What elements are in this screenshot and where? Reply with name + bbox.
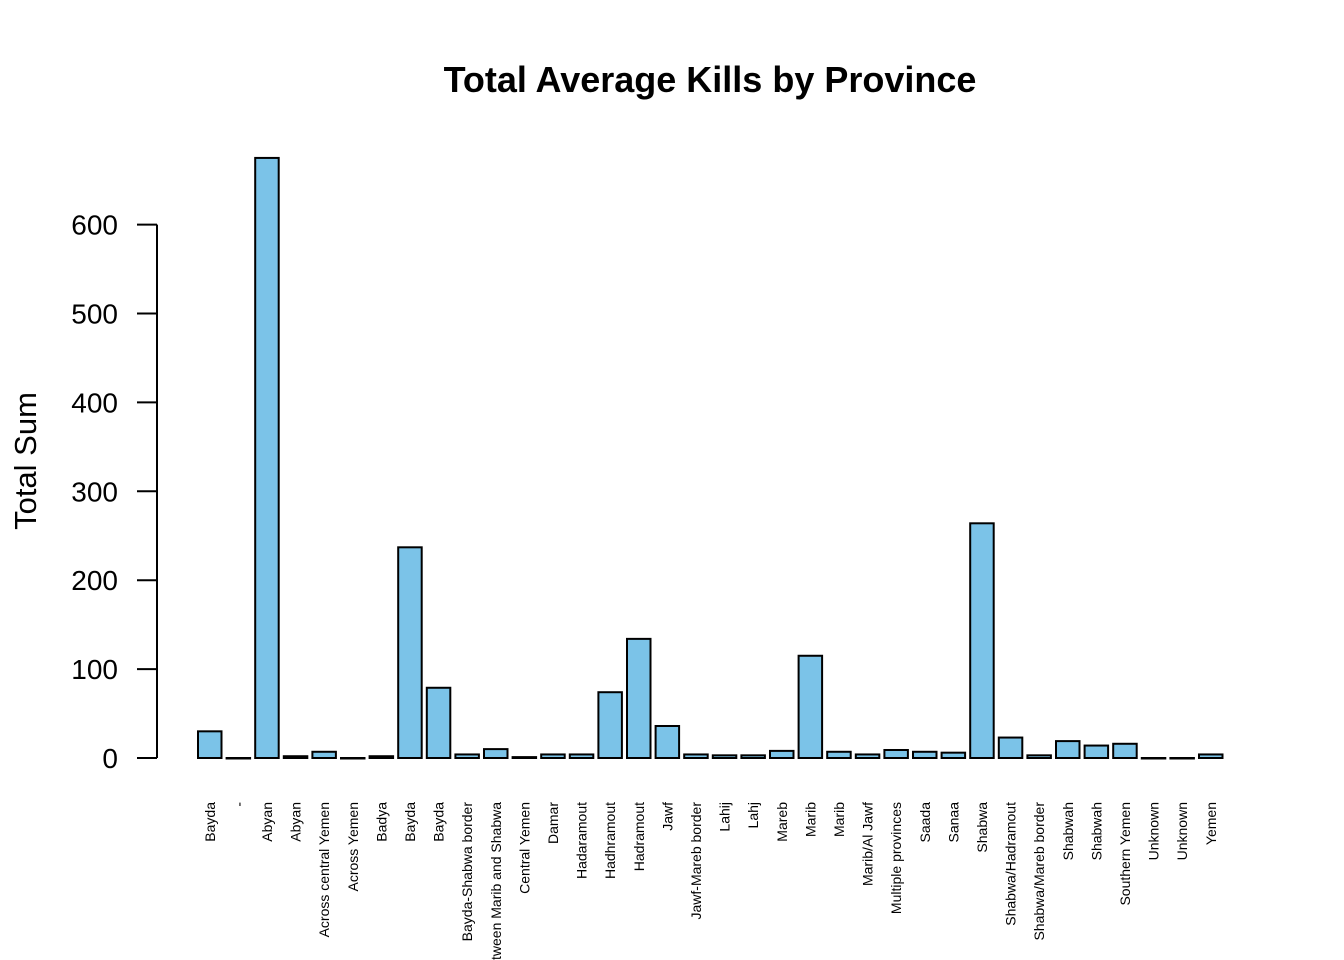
x-tick-label: Unknown [1174,802,1190,860]
bar [1198,753,1224,759]
bar [626,637,652,760]
x-tick-label: Unknown [1146,802,1162,860]
y-tick-label: 300 [71,476,118,507]
x-tick-label: Bayda-Shabwa border [459,802,475,942]
bar [340,757,366,760]
bar [654,724,681,759]
x-tick-label: Jawf [659,802,675,831]
x-tick-label: Hadhramout [602,802,618,879]
bars [197,156,1224,760]
bar [282,755,309,759]
y-tick-label: 600 [71,210,118,241]
y-tick-label: 400 [71,387,118,418]
bar [597,691,623,759]
x-tick-label: Mareb [774,802,790,842]
y-tick-label: 100 [71,654,118,685]
x-tick-label: Between Marib and Shabwa [488,802,504,960]
y-axis-label: Total Sum [8,392,43,530]
bar [197,730,223,760]
x-tick-label: Marib [802,802,818,837]
bar [711,754,738,760]
bar [540,753,566,759]
bar [425,686,452,759]
x-tick-label: Badya [373,802,389,842]
bar [1140,757,1167,760]
bar [368,755,395,759]
bar [940,751,967,760]
bar [511,756,538,760]
bar [397,546,423,759]
bar [311,750,337,759]
x-tick-label: Shabwa/Hadramout [1003,802,1019,926]
x-tick-label: Marib/Al Jawf [860,802,876,886]
bar [769,749,795,760]
bar [1112,742,1138,760]
bar [225,757,252,760]
x-tick-label: Central Yemen [516,802,532,894]
bar [969,522,995,760]
x-tick-label: Bayda [431,802,447,842]
x-tick-label: Jawf-Mareb border [688,802,704,920]
x-tick-label: Hadaramout [574,802,590,879]
y-tick-label: 0 [102,743,118,774]
bar [912,750,938,759]
bar [568,753,595,759]
chart-title: Total Average Kills by Province [444,59,977,100]
x-tick-labels: Bayda - Abyan Abyan Across central Yemen Acr… [202,802,1219,960]
bar [826,750,852,759]
x-tick-label: Damar [545,802,561,844]
x-tick-label: Lahj [745,802,761,828]
x-tick-label: Bayda [202,802,218,842]
bar [797,654,824,760]
bar [1169,757,1195,760]
bar [883,748,909,760]
y-axis: 0 100 200 300 400 500 600 [71,210,158,774]
x-tick-label: Lahij [717,802,733,832]
bar [1083,744,1110,760]
x-tick-label: Abyan [259,802,275,842]
x-tick-label: Shabwa [974,802,990,853]
x-tick-label: Shabwah [1088,802,1104,860]
bar [854,753,881,759]
y-tick-label: 200 [71,565,118,596]
bar [1026,754,1052,760]
y-tick-label: 500 [71,299,118,330]
x-tick-label: Southern Yemen [1117,802,1133,906]
x-tick-label: Shabwa/Mareb border [1031,802,1047,941]
bar [454,753,480,759]
bar [683,753,709,759]
x-tick-label: Marib [831,802,847,837]
bar [1055,740,1081,760]
x-tick-label: - [230,802,246,807]
x-tick-label: Multiple provinces [888,802,904,914]
bar [254,156,280,760]
x-tick-label: Across Yemen [345,802,361,892]
x-tick-label: Across central Yemen [316,802,332,937]
bar [997,736,1024,759]
bar [483,748,509,759]
x-tick-label: Hadramout [631,802,647,871]
bar [740,754,766,760]
x-tick-label: Abyan [288,802,304,842]
x-tick-label: Shabwah [1060,802,1076,860]
x-tick-label: Sanaa [945,802,961,843]
x-tick-label: Yemen [1203,802,1219,845]
x-tick-label: Saada [917,802,933,843]
x-tick-label: Bayda [402,802,418,842]
